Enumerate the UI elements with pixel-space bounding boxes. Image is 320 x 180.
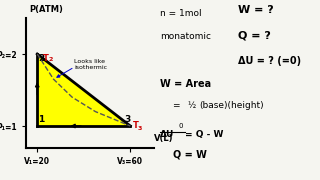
Text: 3: 3	[124, 115, 130, 124]
Text: 0: 0	[179, 123, 183, 129]
Text: (base)(height): (base)(height)	[199, 101, 264, 110]
Text: Looks like
isothermic: Looks like isothermic	[75, 59, 108, 70]
Polygon shape	[37, 54, 130, 126]
Text: = Q - W: = Q - W	[185, 130, 224, 139]
Text: ½: ½	[188, 101, 196, 110]
Text: 2: 2	[38, 54, 45, 63]
Text: P(ATM): P(ATM)	[29, 5, 63, 14]
Text: n = 1mol: n = 1mol	[160, 9, 202, 18]
Text: Q = W: Q = W	[173, 149, 207, 159]
Text: ΔU = ? (=0): ΔU = ? (=0)	[238, 56, 301, 66]
Text: T: T	[133, 122, 139, 130]
Text: 1: 1	[38, 115, 45, 124]
Text: monatomic: monatomic	[160, 32, 211, 41]
Text: W = ?: W = ?	[238, 5, 274, 15]
Text: 2: 2	[48, 57, 53, 62]
Text: 3: 3	[137, 126, 142, 131]
Text: =: =	[173, 101, 183, 110]
Text: Q = ?: Q = ?	[238, 31, 271, 41]
Text: T: T	[43, 54, 49, 63]
Text: V(L): V(L)	[154, 134, 173, 143]
Text: W = Area: W = Area	[160, 79, 211, 89]
Text: ΔU: ΔU	[160, 130, 174, 139]
